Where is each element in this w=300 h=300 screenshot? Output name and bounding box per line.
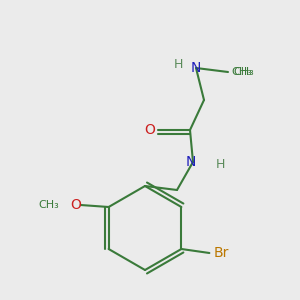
Text: O: O — [145, 123, 155, 137]
Text: CH₃: CH₃ — [38, 200, 59, 210]
Text: Br: Br — [214, 246, 229, 260]
Text: N: N — [186, 155, 196, 169]
Text: N: N — [191, 61, 201, 75]
Text: CH₃: CH₃ — [232, 67, 252, 77]
Text: H: H — [215, 158, 225, 170]
Text: CH₃: CH₃ — [234, 67, 254, 77]
Text: O: O — [70, 198, 81, 212]
Text: H: H — [173, 58, 183, 70]
